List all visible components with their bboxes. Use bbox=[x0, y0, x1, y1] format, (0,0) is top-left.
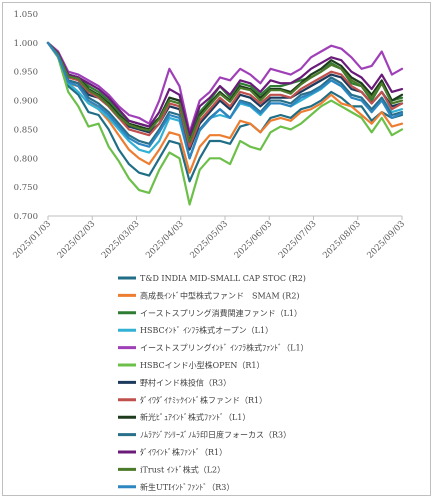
legend-label-7: 野村インド株投信（R3） bbox=[140, 377, 231, 387]
series-line-9 bbox=[46, 41, 404, 143]
y-tick-label: 0.950 bbox=[14, 68, 38, 78]
x-tick-label: 2025/02/03 bbox=[56, 219, 98, 261]
x-tick-label: 2025/01/03 bbox=[11, 219, 53, 261]
series-line-12 bbox=[46, 41, 404, 144]
x-tick-label: 2025/09/03 bbox=[365, 219, 407, 261]
x-tick-label: 2025/03/03 bbox=[100, 219, 142, 261]
series-line-11 bbox=[46, 41, 404, 137]
legend-label-1: T&D INDIA MID-SMALL CAP STOC (R2) bbox=[140, 274, 306, 283]
series-line-2 bbox=[46, 41, 404, 174]
plot-area bbox=[46, 41, 404, 206]
y-tick-label: 1.000 bbox=[14, 39, 38, 49]
legend-label-9: 新光ﾋﾟｭｱｲﾝﾄﾞ株式ﾌｧﾝﾄﾞ（L1） bbox=[140, 412, 250, 422]
series-line-1 bbox=[46, 41, 404, 183]
y-tick-label: 0.800 bbox=[14, 154, 38, 164]
x-tick-label: 2025/04/03 bbox=[144, 219, 186, 261]
x-tick-label: 2025/05/03 bbox=[188, 219, 230, 261]
y-tick-label: 1.050 bbox=[14, 10, 38, 20]
legend-label-8: ﾀﾞｲﾜﾀﾞｲﾅﾐｯｸｲﾝﾄﾞ株ファンド（R1） bbox=[140, 395, 267, 405]
y-tick-label: 0.850 bbox=[14, 125, 38, 135]
legend-label-6: HSBCインド小型株OPEN（R1） bbox=[140, 360, 265, 370]
x-tick-label: 2025/08/03 bbox=[321, 219, 363, 261]
legend: T&D INDIA MID-SMALL CAP STOC (R2) 高成長ｲﾝﾄﾞ… bbox=[118, 274, 309, 492]
y-axis: 0.700 0.750 0.800 0.850 0.900 0.950 1.000 1.050 bbox=[14, 10, 38, 222]
y-tick-label: 0.700 bbox=[14, 212, 38, 222]
x-tick-label: 2025/07/03 bbox=[277, 219, 319, 261]
series-line-6 bbox=[46, 41, 404, 206]
legend-label-10: ﾉﾑﾗｱｼﾞｱｼﾘｰｽﾞﾉﾑﾗ印日度フォーカス（R3） bbox=[140, 430, 291, 440]
legend-label-2: 高成長ｲﾝﾄﾞ中型株式ファンド SMAM (R2) bbox=[140, 290, 300, 300]
y-tick-label: 0.750 bbox=[14, 183, 38, 193]
legend-label-3: イーストスプリング消費関連ファンド（L1） bbox=[140, 308, 302, 318]
y-tick-label: 0.900 bbox=[14, 97, 38, 107]
x-tick-label: 2025/06/03 bbox=[233, 219, 275, 261]
series-line-5 bbox=[46, 41, 404, 134]
x-axis: 2025/01/03 2025/02/03 2025/03/03 2025/04/03… bbox=[11, 215, 407, 261]
legend-label-12: iTrust ｲﾝﾄﾞ株式（L2） bbox=[140, 464, 225, 474]
legend-label-13: 新生UTIｲﾝﾄﾞﾌｧﾝﾄﾞ（R3） bbox=[140, 482, 234, 492]
legend-label-11: ﾀﾞｲﾜｲﾝﾄﾞ株ﾌｧﾝﾄﾞ（R1） bbox=[140, 447, 227, 457]
legend-label-5: イーストスプリングｲﾝﾄﾞ ｲﾝﾌﾗ株式ﾌｧﾝﾄﾞ（L1） bbox=[140, 343, 309, 353]
series-line-13 bbox=[46, 41, 404, 160]
legend-label-4: HSBCｲﾝﾄﾞ ｲﾝﾌﾗ株式オープン（L1） bbox=[140, 325, 273, 335]
